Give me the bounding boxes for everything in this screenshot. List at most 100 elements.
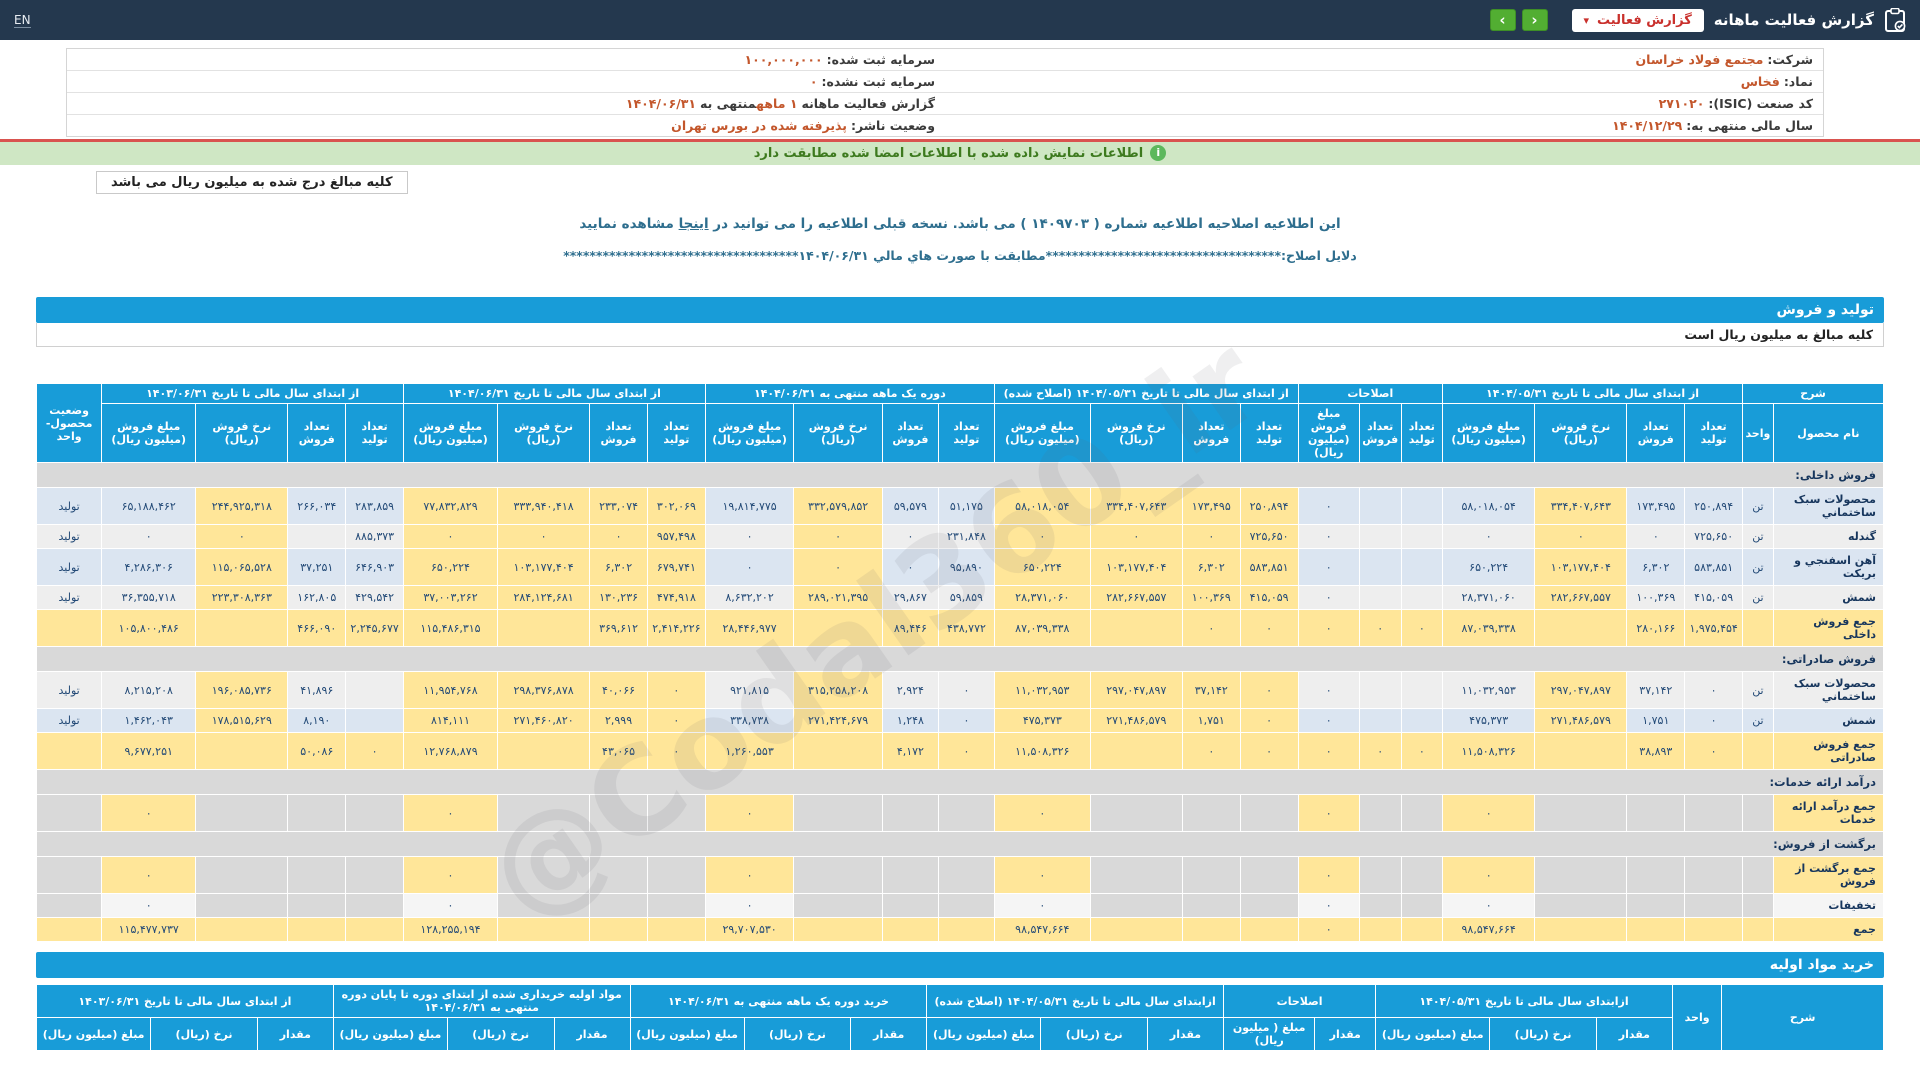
language-switch-link[interactable]: EN	[14, 13, 31, 28]
table-cell: ۸۹,۴۴۶	[881, 609, 939, 647]
table-row: تخفیفات ۰ ۰ ۰ ۰ ۰ ۰	[35, 893, 1885, 918]
table-cell: ۰	[993, 893, 1091, 918]
table-cell	[1742, 917, 1774, 942]
table-cell: ۳۳۴,۴۰۷,۶۴۳	[1089, 487, 1183, 525]
column-header: از ابتدای سال مالی تا تاریخ ۱۴۰۴/۰۵/۳۱	[1442, 383, 1744, 404]
table-cell: ۲۷۱,۴۶۰,۸۲۰	[496, 708, 591, 733]
table-cell	[1626, 893, 1686, 918]
table-cell: ۰	[1297, 856, 1360, 894]
previous-report-button[interactable]: ‹	[1521, 9, 1548, 31]
table-cell: ۰	[1297, 708, 1360, 733]
table-cell	[1358, 917, 1402, 942]
table-cell	[287, 893, 347, 918]
table-cell: ۵۸,۰۱۸,۰۵۴	[1442, 487, 1536, 525]
table-cell: ۰	[403, 856, 498, 894]
table-cell	[881, 893, 939, 918]
table-cell: ۳۶,۳۵۵,۷۱۸	[101, 585, 197, 610]
table-cell	[1239, 794, 1299, 832]
table-cell	[793, 893, 883, 918]
table-cell	[1742, 893, 1774, 918]
table-cell	[589, 893, 648, 918]
table-cell: ۲۸۴,۱۲۴,۶۸۱	[496, 585, 591, 610]
column-header: ازابتدای سال مالی تا تاریخ ۱۴۰۴/۰۵/۳۱	[1375, 984, 1673, 1018]
table-cell: ۰	[1297, 524, 1360, 549]
table-cell: ۲۵۰,۸۹۴	[1684, 487, 1744, 525]
table-cell: تخفیفات	[1772, 893, 1885, 918]
table-cell: ۰	[937, 708, 995, 733]
table-cell: ۶۷۹,۷۴۱	[646, 548, 706, 586]
table-cell	[345, 708, 405, 733]
table-cell: تن	[1742, 487, 1774, 525]
column-header: تعداد تولید	[1239, 403, 1299, 463]
table-cell	[646, 794, 706, 832]
table-cell	[793, 609, 883, 647]
table-cell: ۰	[403, 794, 498, 832]
table-cell: ۰	[993, 856, 1091, 894]
table-cell	[1239, 856, 1299, 894]
info-field: نماد: فخاس	[945, 71, 1823, 93]
table-cell: ۲۸۲,۶۶۷,۵۵۷	[1089, 585, 1183, 610]
table-row: فروش صادراتی:	[36, 646, 1884, 672]
table-cell	[35, 856, 103, 894]
column-header: اصلاحات	[1297, 383, 1444, 404]
table-cell	[1358, 548, 1402, 586]
table-cell	[1684, 856, 1744, 894]
table-cell: ۹۲۱,۸۱۵	[704, 671, 795, 709]
table-cell	[1181, 917, 1241, 942]
table-cell: ۸۸۵,۳۷۳	[345, 524, 405, 549]
table-cell: ۵۰,۰۸۶	[287, 732, 347, 770]
table-cell: ۱۱۵,۰۶۵,۵۲۸	[195, 548, 289, 586]
table-cell	[1742, 609, 1774, 647]
table-cell: ۳۳۲,۵۷۹,۸۵۲	[793, 487, 883, 525]
table-cell: ۹,۶۷۷,۲۵۱	[101, 732, 197, 770]
table-cell: ۰	[1297, 548, 1360, 586]
table-cell: ۱,۷۵۱	[1626, 708, 1686, 733]
previous-version-link[interactable]: اینجا	[678, 216, 709, 232]
next-report-button[interactable]: ›	[1489, 9, 1516, 31]
table-cell: ۶۵,۱۸۸,۴۶۲	[101, 487, 197, 525]
table-cell: ۰	[704, 856, 795, 894]
report-type-dropdown[interactable]: گزارش فعالیت ▾	[1571, 8, 1704, 32]
table-cell: ۲۷۱,۴۸۶,۵۷۹	[1534, 708, 1628, 733]
table-cell	[1626, 856, 1686, 894]
table-cell: ۲۷۱,۴۸۶,۵۷۹	[1089, 708, 1183, 733]
column-header: واحد	[1671, 984, 1723, 1051]
table-cell	[1089, 917, 1183, 942]
column-header: از ابتدای سال مالی تا تاریخ ۱۴۰۴/۰۶/۳۱	[403, 383, 706, 404]
table-cell	[1534, 893, 1628, 918]
table-cell: ۰	[1297, 893, 1360, 918]
column-header: تعداد فروش	[287, 403, 347, 463]
table-cell: ۳۳۳,۹۴۰,۴۱۸	[496, 487, 591, 525]
table-cell	[195, 732, 289, 770]
table-cell: ۴۱۵,۰۵۹	[1684, 585, 1744, 610]
table-cell: ۰	[101, 794, 197, 832]
column-header: نرخ (ریال)	[1489, 1017, 1597, 1051]
table-row: گندله تن ۷۲۵,۶۵۰ ۰ ۰ ۰ ۰ ۷۲۵,۶۵۰ ۰ ۰ ۰ ۲۳۱,۸۴۸ ۰ ۰ ۰ ۹۵…	[35, 524, 1885, 549]
table-cell: ۱۷۳,۴۹۵	[1181, 487, 1241, 525]
table-cell: ۰	[1358, 732, 1402, 770]
table-cell: ۶۵۰,۲۲۴	[993, 548, 1091, 586]
table-cell: ۰	[1297, 794, 1360, 832]
table-cell: ۴,۲۸۶,۳۰۶	[101, 548, 197, 586]
table-cell: ۱۰۰,۳۶۹	[1181, 585, 1241, 610]
column-header: واحد	[1742, 403, 1774, 463]
table-cell: ۰	[1239, 609, 1299, 647]
table-cell: ۲۳۳,۰۷۴	[589, 487, 648, 525]
column-header: مبلغ (میلیون ریال)	[629, 1017, 745, 1051]
table-cell: ۰	[1442, 856, 1536, 894]
table-cell	[287, 856, 347, 894]
table-cell: ۱۱,۵۰۸,۳۲۶	[993, 732, 1091, 770]
column-header: از ابتدای سال مالی تا تاریخ ۱۴۰۳/۰۶/۳۱	[36, 984, 334, 1018]
table-row: جمع فروش داخلی ۱,۹۷۵,۴۵۴ ۲۸۰,۱۶۶ ۸۷,۰۳۹,۳۳۸…	[35, 609, 1885, 647]
column-header: نرخ (ریال)	[743, 1017, 852, 1051]
table-cell	[1400, 487, 1444, 525]
table-cell: ۲,۹۹۹	[589, 708, 648, 733]
table-cell: ۳۷,۱۴۲	[1181, 671, 1241, 709]
table-cell	[1358, 794, 1402, 832]
table-cell	[1400, 585, 1444, 610]
table-cell: ۰	[1297, 671, 1360, 709]
table-cell: ۱,۲۴۸	[881, 708, 939, 733]
table-cell: ۰	[881, 524, 939, 549]
column-header: نرخ فروش (ریال)	[496, 403, 591, 463]
table-cell	[1181, 893, 1241, 918]
